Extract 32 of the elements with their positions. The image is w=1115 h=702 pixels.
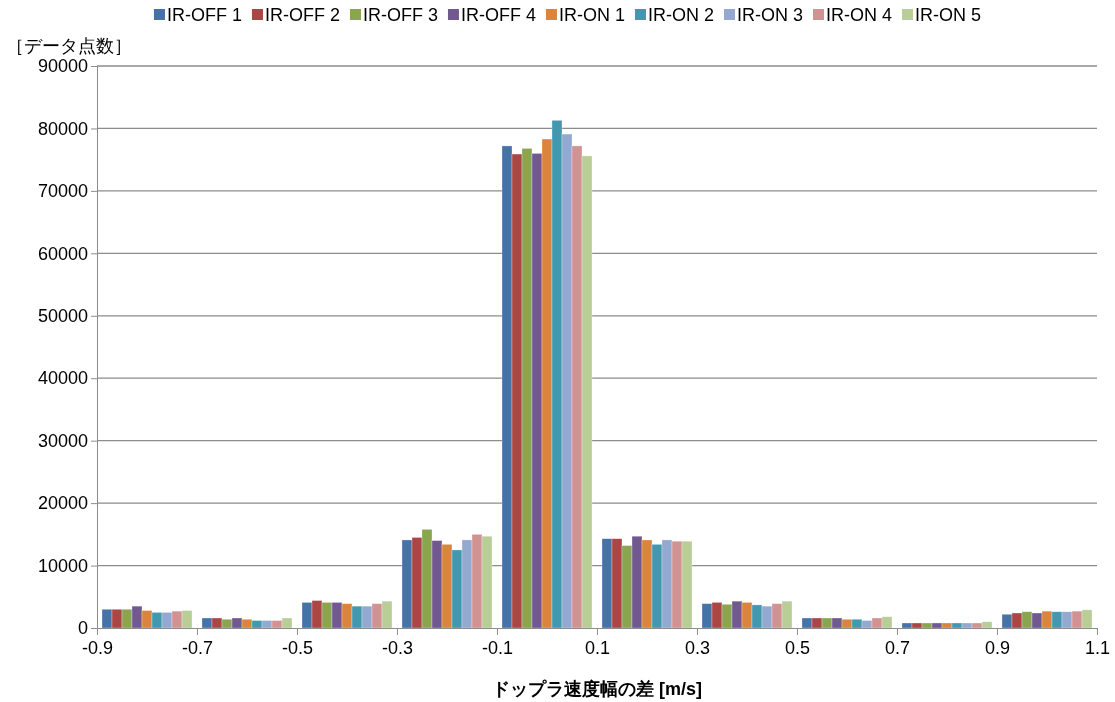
legend-label: IR-ON 1 [558, 5, 625, 25]
x-tick-label: -0.3 [381, 638, 414, 659]
y-tick-label: 70000 [37, 181, 88, 202]
y-tick-label: 50000 [37, 306, 88, 327]
y-tick-label: 90000 [37, 56, 88, 77]
x-tick-label: 0.9 [984, 638, 1011, 659]
y-tick-label: 30000 [37, 430, 88, 451]
legend-label: IR-OFF 4 [460, 5, 536, 25]
y-tick-label: 80000 [37, 118, 88, 139]
legend-label: IR-OFF 2 [264, 5, 340, 25]
y-axis-title: ［データ点数］ [6, 36, 132, 56]
x-tick-label: -0.9 [81, 638, 114, 659]
legend-label: IR-OFF 3 [362, 5, 438, 25]
legend-label: IR-OFF 1 [166, 5, 242, 25]
x-axis-title: ドップラ速度幅の差 [m/s] [491, 679, 703, 699]
x-tick-label: 0.1 [584, 638, 611, 659]
x-tick-label: -0.7 [181, 638, 214, 659]
y-tick-label: 10000 [37, 555, 88, 576]
x-tick-label: 0.5 [784, 638, 811, 659]
y-tick-label: 20000 [37, 493, 88, 514]
x-tick-label: -0.5 [281, 638, 314, 659]
legend-label: IR-ON 5 [915, 5, 982, 25]
legend-label: IR-ON 3 [736, 5, 804, 25]
y-tick-label: 60000 [37, 243, 88, 264]
legend-label: IR-ON 2 [647, 5, 714, 25]
x-tick-label: 0.3 [684, 638, 711, 659]
x-tick-label: -0.1 [481, 638, 514, 659]
x-tick-label: 1.1 [1084, 638, 1111, 659]
x-tick-label: 0.7 [884, 638, 911, 659]
y-tick-label: 0 [77, 618, 88, 639]
legend-label: IR-ON 4 [826, 5, 893, 25]
y-tick-label: 40000 [37, 368, 88, 389]
